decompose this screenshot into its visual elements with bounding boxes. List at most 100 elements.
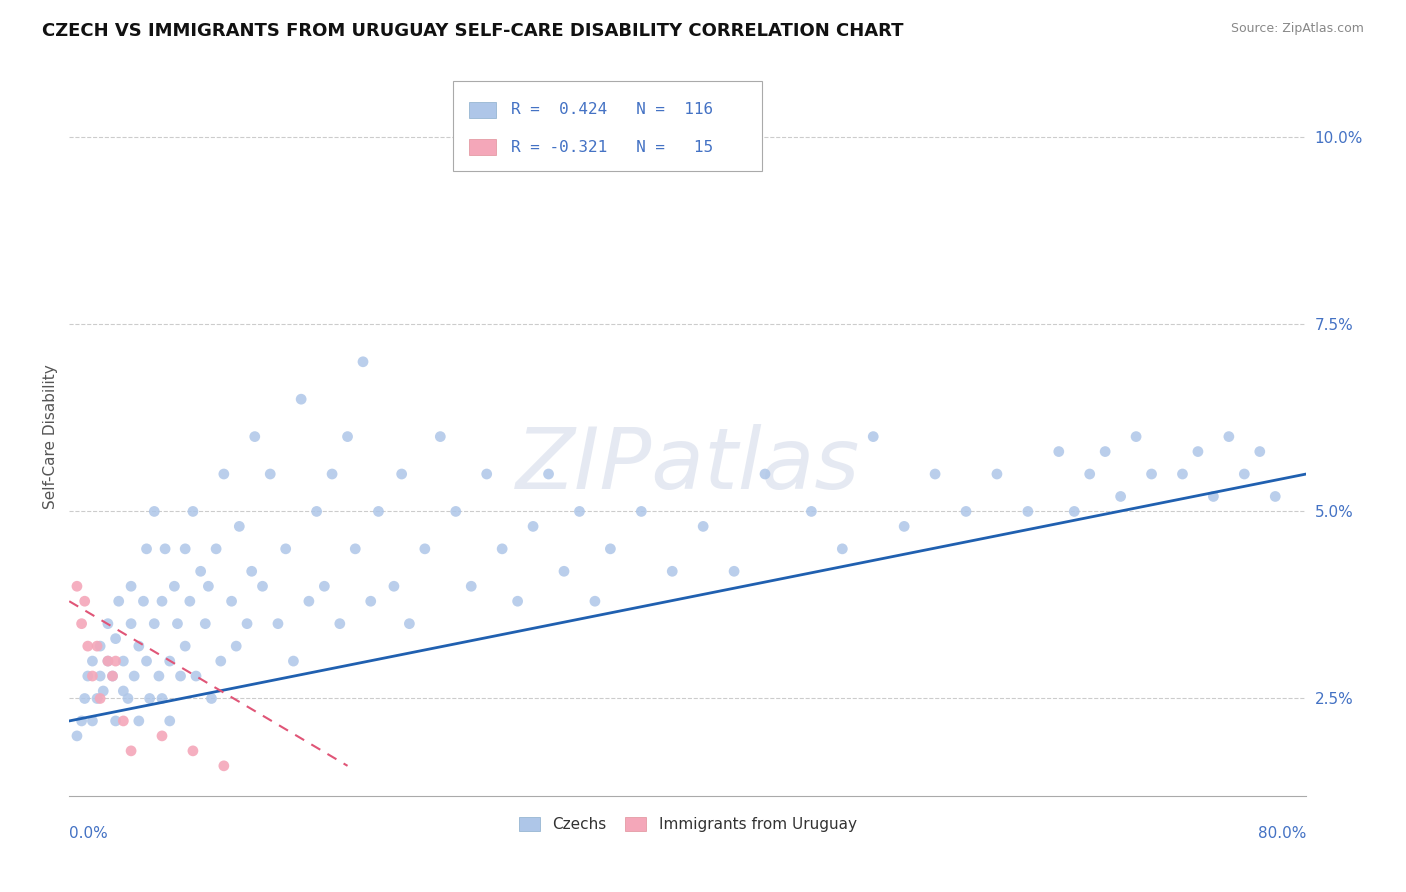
Point xyxy=(240,564,263,578)
Point xyxy=(184,669,207,683)
Point xyxy=(661,564,683,578)
Point xyxy=(97,654,120,668)
Point xyxy=(209,654,232,668)
Point xyxy=(491,541,513,556)
FancyBboxPatch shape xyxy=(453,81,762,171)
Point xyxy=(148,669,170,683)
Point xyxy=(522,519,544,533)
Point xyxy=(117,691,139,706)
Point xyxy=(73,594,96,608)
Point xyxy=(194,616,217,631)
Point xyxy=(82,669,104,683)
Point xyxy=(212,467,235,481)
Point xyxy=(754,467,776,481)
Point xyxy=(104,654,127,668)
Point xyxy=(537,467,560,481)
Point xyxy=(122,669,145,683)
Point xyxy=(228,519,250,533)
Point xyxy=(329,616,352,631)
Point xyxy=(150,594,173,608)
Point xyxy=(1017,504,1039,518)
Point xyxy=(104,632,127,646)
Point xyxy=(252,579,274,593)
Point xyxy=(924,467,946,481)
Point xyxy=(70,616,93,631)
Point xyxy=(197,579,219,593)
Point xyxy=(112,684,135,698)
Point xyxy=(352,355,374,369)
Point xyxy=(200,691,222,706)
Point xyxy=(181,504,204,518)
Point xyxy=(583,594,606,608)
Point xyxy=(190,564,212,578)
Point xyxy=(382,579,405,593)
Point xyxy=(1264,490,1286,504)
Point xyxy=(298,594,321,608)
Point xyxy=(128,639,150,653)
Point xyxy=(1078,467,1101,481)
Point xyxy=(506,594,529,608)
Point xyxy=(1125,429,1147,443)
Point xyxy=(1218,429,1240,443)
Point xyxy=(179,594,201,608)
Point xyxy=(143,504,166,518)
Text: CZECH VS IMMIGRANTS FROM URUGUAY SELF-CARE DISABILITY CORRELATION CHART: CZECH VS IMMIGRANTS FROM URUGUAY SELF-CA… xyxy=(42,22,904,40)
Point xyxy=(955,504,977,518)
Point xyxy=(73,691,96,706)
Point xyxy=(181,744,204,758)
Point xyxy=(205,541,228,556)
Point xyxy=(723,564,745,578)
Text: ZIPatlas: ZIPatlas xyxy=(516,424,860,507)
Point xyxy=(97,654,120,668)
Point xyxy=(336,429,359,443)
Point xyxy=(66,579,89,593)
Point xyxy=(128,714,150,728)
Point xyxy=(120,616,142,631)
Point xyxy=(82,654,104,668)
Point xyxy=(153,541,176,556)
Point xyxy=(89,691,111,706)
Text: R = -0.321   N =   15: R = -0.321 N = 15 xyxy=(510,140,713,154)
Point xyxy=(101,669,124,683)
Point xyxy=(568,504,591,518)
Point xyxy=(1249,444,1271,458)
Point xyxy=(986,467,1008,481)
Point xyxy=(76,669,98,683)
Text: Source: ZipAtlas.com: Source: ZipAtlas.com xyxy=(1230,22,1364,36)
Point xyxy=(86,639,108,653)
Point xyxy=(1109,490,1132,504)
Point xyxy=(553,564,575,578)
Point xyxy=(314,579,336,593)
Point xyxy=(159,714,181,728)
Point xyxy=(1171,467,1194,481)
Point xyxy=(692,519,714,533)
Point xyxy=(76,639,98,653)
Point xyxy=(169,669,191,683)
Point xyxy=(1187,444,1209,458)
Point xyxy=(159,654,181,668)
Point xyxy=(1094,444,1116,458)
Point xyxy=(107,594,129,608)
Point xyxy=(101,669,124,683)
Point xyxy=(112,654,135,668)
Point xyxy=(599,541,621,556)
Point xyxy=(267,616,290,631)
Point xyxy=(135,541,157,556)
Point xyxy=(360,594,382,608)
Point xyxy=(112,714,135,728)
Point xyxy=(831,541,853,556)
Point xyxy=(283,654,305,668)
Point xyxy=(89,669,111,683)
Point xyxy=(1047,444,1070,458)
Point xyxy=(225,639,247,653)
Text: R =  0.424   N =  116: R = 0.424 N = 116 xyxy=(510,103,713,117)
Point xyxy=(862,429,884,443)
Text: 0.0%: 0.0% xyxy=(69,826,108,841)
Point xyxy=(150,729,173,743)
Point xyxy=(444,504,467,518)
Point xyxy=(391,467,413,481)
Point xyxy=(174,541,197,556)
Point xyxy=(212,759,235,773)
Text: 80.0%: 80.0% xyxy=(1258,826,1306,841)
Point xyxy=(630,504,652,518)
